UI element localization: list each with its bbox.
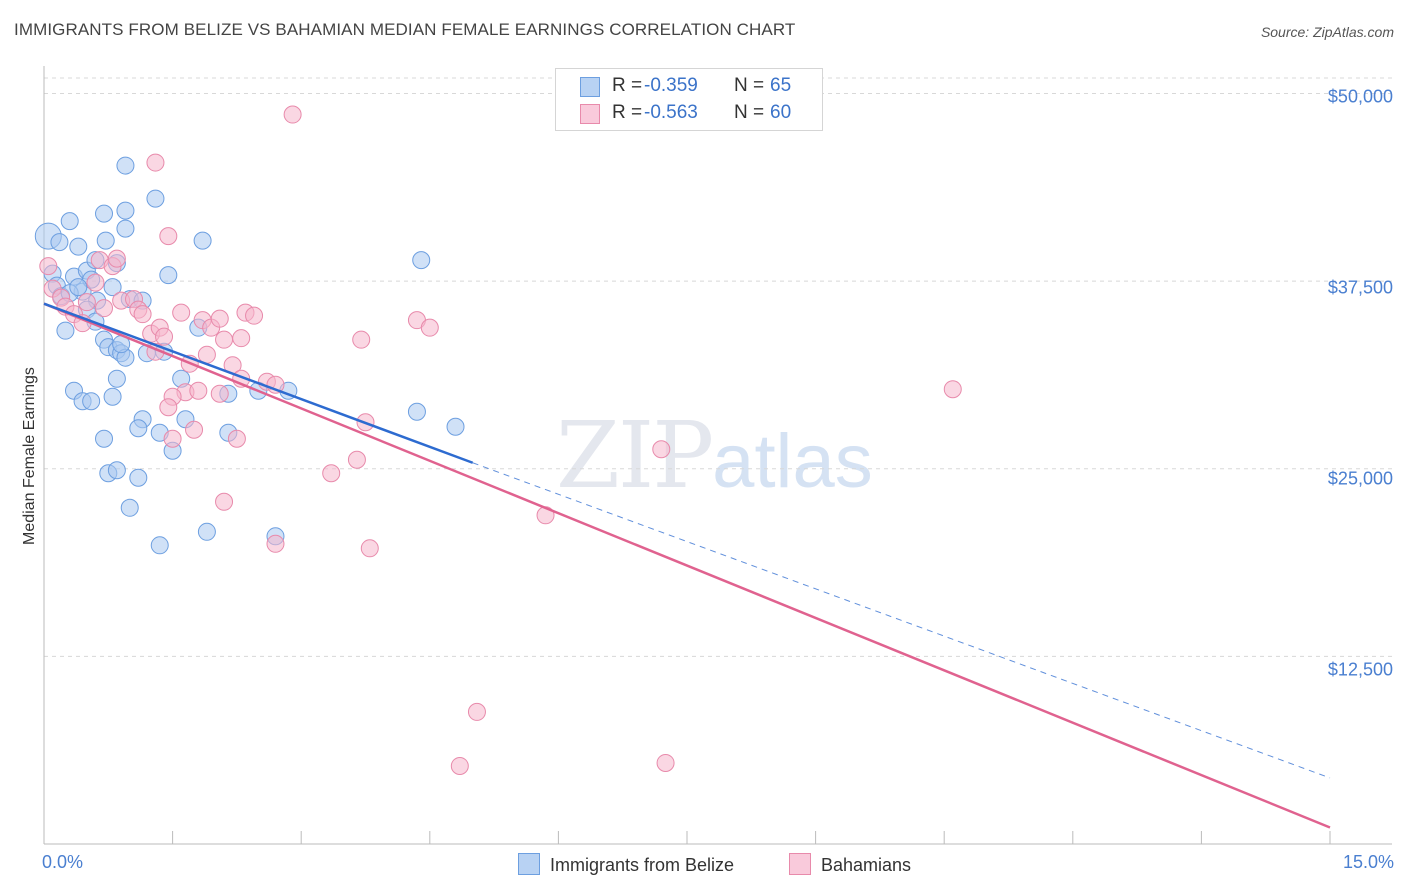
bahamian-point xyxy=(420,318,439,337)
belize-point xyxy=(146,189,165,208)
belize-point xyxy=(56,321,75,340)
legend-n-value-belize: 65 xyxy=(770,75,792,96)
bottom-legend-belize: Immigrants from Belize xyxy=(518,853,734,876)
correlation-legend: R = -0.359 N = 65 R = -0.563 N = 60 xyxy=(555,68,823,131)
bahamian-point xyxy=(360,539,379,558)
bahamian-point xyxy=(467,702,486,721)
y-tick-label-50000: $50,000 xyxy=(1327,86,1393,107)
belize-trend-line xyxy=(43,302,474,464)
belize-trend-extension xyxy=(472,462,1331,779)
bahamian-point xyxy=(185,420,204,439)
belize-point xyxy=(407,402,426,421)
bahamian-point xyxy=(322,464,341,483)
belize-point xyxy=(159,266,178,285)
y-tick-label-37500: $37,500 xyxy=(1327,277,1393,298)
bahamian-point xyxy=(146,153,165,172)
bahamian-point xyxy=(210,309,229,328)
bahamian-point xyxy=(39,257,58,276)
bahamian-point xyxy=(159,227,178,246)
legend-swatch-belize xyxy=(580,77,600,97)
belize-point xyxy=(116,201,135,220)
watermark-logo: ZIPatlas xyxy=(556,402,873,509)
bahamian-point xyxy=(227,429,246,448)
belize-point xyxy=(116,219,135,238)
bahamian-point xyxy=(210,384,229,403)
bahamian-point xyxy=(283,105,302,124)
x-tick-label-min: 0.0% xyxy=(42,852,84,872)
bahamian-point xyxy=(215,330,234,349)
bahamian-point xyxy=(189,381,208,400)
legend-r-value-bahamian: -0.563 xyxy=(644,102,698,123)
belize-point xyxy=(95,429,114,448)
bahamian-point xyxy=(172,303,191,322)
bahamian-point xyxy=(943,380,962,399)
y-tick-label-12500: $12,500 xyxy=(1327,659,1393,680)
bahamian-point xyxy=(159,398,178,417)
belize-point xyxy=(129,468,148,487)
belize-point xyxy=(120,498,139,517)
chart-title: IMMIGRANTS FROM BELIZE VS BAHAMIAN MEDIA… xyxy=(14,20,796,39)
bahamian-point xyxy=(450,756,469,775)
belize-point xyxy=(96,231,115,250)
bahamian-point xyxy=(107,249,126,268)
belize-point xyxy=(69,237,88,256)
bahamian-point xyxy=(77,293,96,312)
bottom-legend-swatch-belize xyxy=(518,853,540,875)
belize-point xyxy=(69,278,88,297)
x-tick-label-max: 15.0% xyxy=(1342,852,1394,872)
belize-point xyxy=(150,536,169,555)
belize-point xyxy=(82,392,101,411)
bahamian-trend-line xyxy=(43,302,1331,829)
belize-point xyxy=(50,233,69,252)
belize-point xyxy=(60,212,79,231)
bahamian-point xyxy=(352,330,371,349)
bahamian-point xyxy=(95,299,114,318)
belize-point xyxy=(129,419,148,438)
y-axis-label: Median Female Earnings xyxy=(21,367,38,545)
source-credit: Source: ZipAtlas.com xyxy=(1260,24,1394,40)
bottom-legend-swatch-bahamian xyxy=(789,853,811,875)
belize-point xyxy=(103,387,122,406)
bahamian-point xyxy=(266,534,285,553)
bahamian-point xyxy=(652,440,671,459)
bahamian-point xyxy=(245,306,264,325)
bottom-legend-label-bahamian: Bahamians xyxy=(821,855,912,875)
bahamian-point xyxy=(232,329,251,348)
legend-n-label: N = xyxy=(734,102,765,123)
belize-point xyxy=(412,251,431,270)
y-tick-label-25000: $25,000 xyxy=(1327,468,1393,489)
legend-r-label: R = xyxy=(612,102,643,123)
belize-point xyxy=(116,156,135,175)
legend-n-value-bahamian: 60 xyxy=(770,102,792,123)
legend-r-label: R = xyxy=(612,75,643,96)
belize-point xyxy=(197,522,216,541)
bahamian-point xyxy=(155,327,174,346)
legend-r-value-belize: -0.359 xyxy=(644,75,698,96)
belize-point xyxy=(95,204,114,223)
bahamian-point xyxy=(215,492,234,511)
bottom-legend-bahamian: Bahamians xyxy=(789,853,911,876)
belize-point xyxy=(103,278,122,297)
bahamian-point xyxy=(163,429,182,448)
belize-point xyxy=(107,369,126,388)
bahamian-point xyxy=(347,450,366,469)
bahamian-point xyxy=(133,305,152,324)
legend-n-label: N = xyxy=(734,75,765,96)
legend-swatch-bahamian xyxy=(580,104,600,124)
belize-point xyxy=(446,417,465,436)
bahamian-point xyxy=(86,273,105,292)
bahamian-point xyxy=(656,753,675,772)
bottom-legend-label-belize: Immigrants from Belize xyxy=(550,855,735,875)
belize-point xyxy=(107,461,126,480)
belize-point xyxy=(193,231,212,250)
